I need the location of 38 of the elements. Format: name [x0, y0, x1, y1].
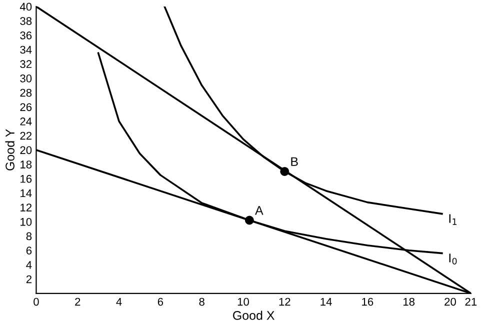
y-tick-label: 24: [20, 118, 32, 126]
annotation: A: [255, 206, 264, 215]
x-tick-label: 8: [199, 298, 204, 306]
annotation: B: [291, 157, 298, 166]
y-tick-label: 26: [20, 103, 32, 112]
x-tick-label: 6: [158, 298, 164, 306]
x-tick-label: 18: [403, 298, 415, 306]
y-tick-label: 28: [20, 88, 32, 97]
x-tick-label: 14: [320, 298, 332, 306]
x-axis-title: Good X: [233, 310, 275, 320]
y-tick-label: 16: [20, 174, 32, 183]
y-tick-label: 40: [20, 2, 32, 11]
y-tick-label: 32: [20, 60, 32, 68]
y-tick-label: 34: [20, 46, 32, 54]
y-tick-label: 6: [26, 246, 32, 255]
y-tick-label: 18: [20, 160, 32, 168]
x-tick-label: 10: [238, 298, 249, 306]
x-tick-label: 16: [362, 298, 374, 306]
y-tick-label: 30: [20, 74, 32, 82]
y-tick-label: 14: [20, 189, 32, 198]
y-tick-label: 2: [26, 275, 32, 284]
y-tick-label: 10: [20, 218, 32, 226]
y-tick-label: 38: [20, 17, 32, 25]
y-tick-label: 4: [26, 261, 32, 269]
x-tick-label: 4: [116, 298, 122, 306]
x-tick-label: 12: [279, 298, 290, 306]
y-tick-label: 22: [20, 132, 32, 140]
x-tick-label: 20: [444, 298, 456, 306]
series-label: I$_{0}$: [449, 254, 457, 264]
x-tick-label: 21: [465, 298, 477, 306]
series-label: I$_{1}$: [449, 214, 457, 225]
y-tick-label: 12: [20, 204, 32, 212]
y-tick-label: 8: [26, 232, 32, 240]
x-tick-label: 0: [34, 298, 39, 306]
x-tick-label: 2: [75, 298, 80, 306]
y-axis-title: Good Y: [5, 129, 14, 170]
y-tick-label: 20: [20, 146, 32, 154]
y-tick-label: 36: [20, 31, 32, 40]
